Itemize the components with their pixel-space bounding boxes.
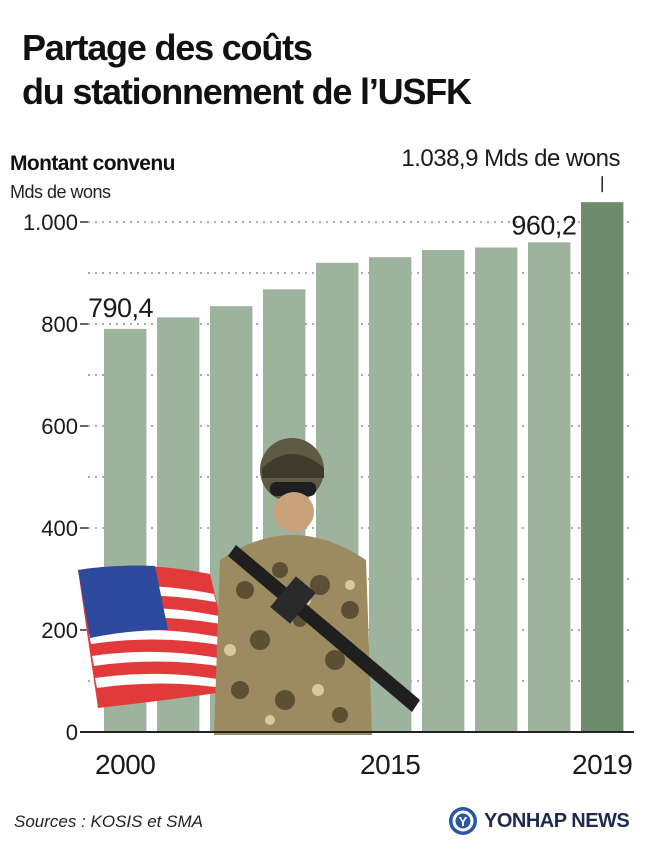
yonhap-logo[interactable]: Y YONHAP NEWS [448, 806, 630, 836]
value-label-8: 960,2 [511, 210, 576, 240]
bar-8 [528, 242, 571, 732]
yonhap-emblem-icon: Y [449, 807, 477, 835]
soldier-graphic [214, 438, 420, 735]
soldier-flag-illustration [78, 438, 420, 735]
y-tick-label: 400 [41, 516, 78, 541]
title-line-1: Partage des coûts [22, 27, 313, 68]
chart-title: Partage des coûts du stationnement de l’… [22, 26, 472, 114]
yonhap-logo-text: YONHAP NEWS [484, 809, 630, 832]
y-tick-label: 1.000 [23, 210, 78, 235]
bar-5 [369, 257, 412, 732]
sources-note: Sources : KOSIS et SMA [14, 812, 203, 831]
y-tick-label: 800 [41, 312, 78, 337]
x-tick-label: 2000 [95, 749, 155, 780]
y-tick-label: 200 [41, 618, 78, 643]
x-tick-label: 2019 [572, 749, 632, 780]
value-label-9: 1.038,9 Mds de wons [401, 145, 620, 172]
us-flag-graphic [78, 565, 238, 708]
y-tick-label: 600 [41, 414, 78, 439]
bar-7 [475, 247, 518, 732]
y-axis-unit: Mds de wons [10, 182, 111, 202]
y-axis-label: Montant convenu [10, 152, 175, 175]
chart-labels: 0 200 400 600 800 1.000 2000 2015 2019 790,4 960,2… [23, 145, 634, 780]
x-tick-label: 2015 [360, 749, 420, 780]
yonhap-emblem-letter: Y [459, 814, 468, 829]
value-label-0: 790,4 [88, 293, 154, 323]
bar-9 [581, 202, 624, 732]
bar-6 [422, 250, 465, 733]
y-tick-label: 0 [66, 720, 78, 745]
title-line-2: du stationnement de l’USFK [22, 71, 472, 112]
